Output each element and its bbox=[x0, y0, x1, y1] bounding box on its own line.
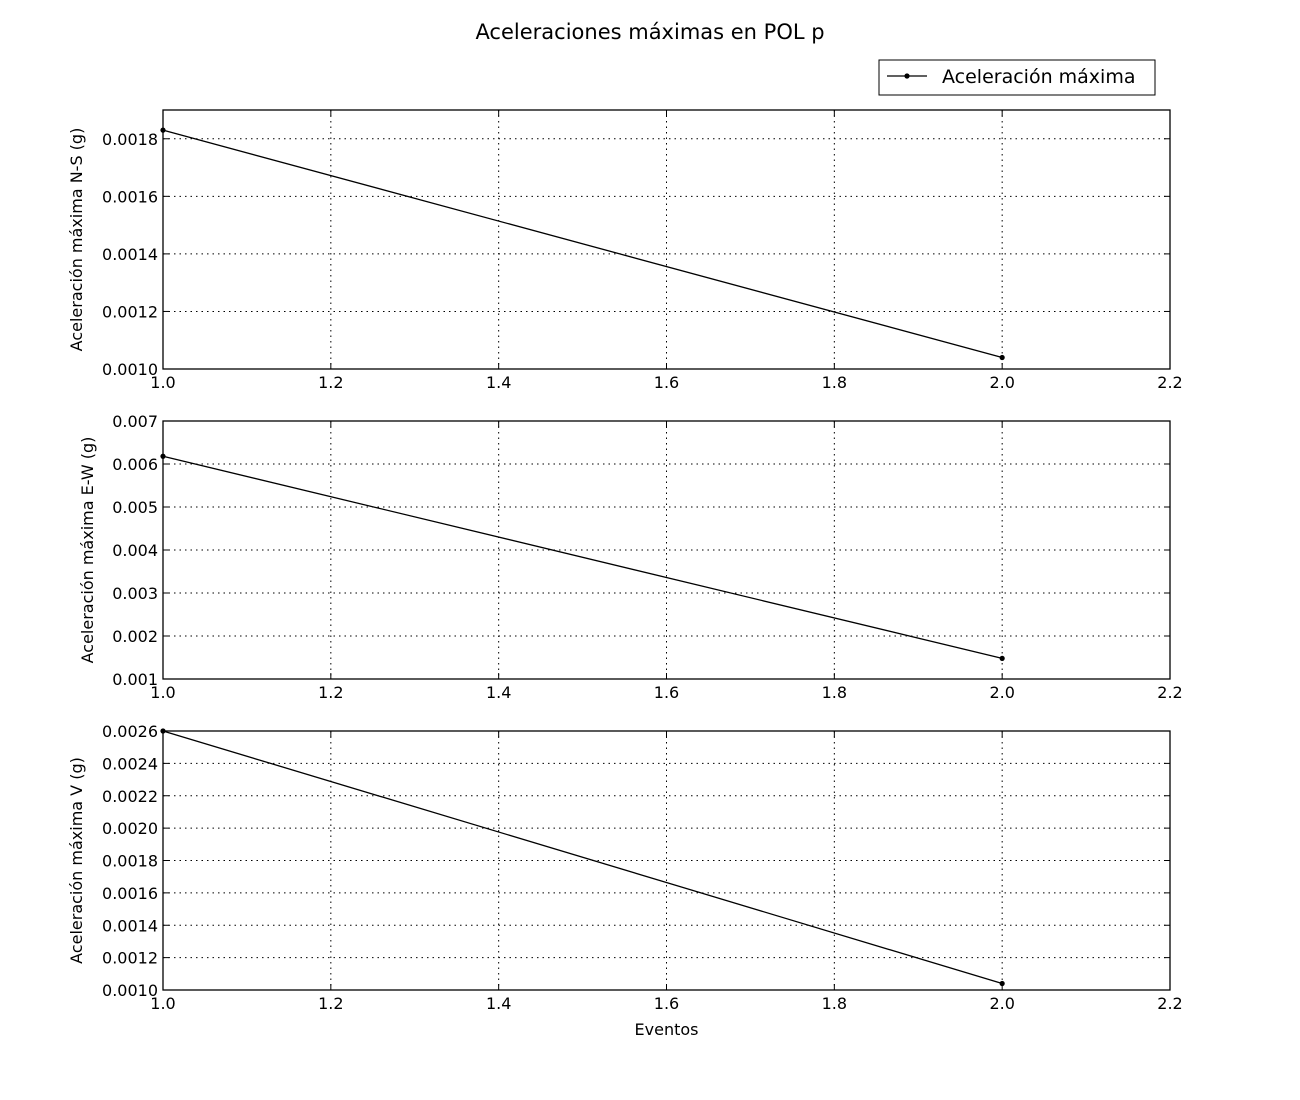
ns-ytick-label: 0.0018 bbox=[102, 130, 158, 149]
ns-xtick-label: 1.6 bbox=[654, 373, 679, 392]
ns-xtick-label: 1.8 bbox=[822, 373, 847, 392]
ew-ytick-label: 0.005 bbox=[112, 498, 158, 517]
v-xtick-label: 1.2 bbox=[318, 994, 343, 1013]
ew-xtick-label: 1.8 bbox=[822, 683, 847, 702]
ns-ytick-label: 0.0010 bbox=[102, 360, 158, 379]
ew-series-line bbox=[162, 455, 1003, 659]
ew-ytick-label: 0.006 bbox=[112, 455, 158, 474]
ew-ytick-label: 0.002 bbox=[112, 627, 158, 646]
v-ytick-label: 0.0014 bbox=[102, 916, 158, 935]
panel-v: 1.0 1.2 1.4 1.6 1.8 2.0 2.2 0.0010 0.0012 0.0014 0… bbox=[67, 722, 1183, 1039]
v-ytick-label: 0.0020 bbox=[102, 819, 158, 838]
ew-xtick-label: 2.0 bbox=[989, 683, 1014, 702]
ns-data-point bbox=[999, 354, 1005, 361]
panel-ew: 1.0 1.2 1.4 1.6 1.8 2.0 2.2 0.001 0.002 0.003 0.00… bbox=[78, 412, 1183, 702]
ew-ytick-label: 0.003 bbox=[112, 584, 158, 603]
v-xtick-label: 1.8 bbox=[822, 994, 847, 1013]
ew-data-point bbox=[160, 453, 166, 459]
ew-xtick-label: 1.0 bbox=[150, 683, 175, 702]
ns-xtick-label: 2.0 bbox=[989, 373, 1014, 392]
ew-data-point bbox=[999, 655, 1005, 661]
panel-ns: 1.0 1.2 1.4 1.6 1.8 2.0 2.2 0.0010 0.0012 0.0014 0… bbox=[67, 109, 1183, 392]
ns-ylabel: Aceleración máxima N-S (g) bbox=[67, 128, 86, 352]
v-xtick-label: 2.2 bbox=[1157, 994, 1182, 1013]
v-ytick-label: 0.0024 bbox=[102, 754, 158, 773]
v-ytick-label: 0.0018 bbox=[102, 852, 158, 871]
figure-title: Aceleraciones máximas en POL p bbox=[475, 20, 824, 44]
ns-xtick-label: 1.4 bbox=[486, 373, 511, 392]
v-xlabel: Eventos bbox=[635, 1020, 699, 1039]
ew-xtick-label: 2.2 bbox=[1157, 683, 1182, 702]
ns-xtick-label: 1.2 bbox=[318, 373, 343, 392]
v-xtick-label: 1.4 bbox=[486, 994, 511, 1013]
ns-ytick-label: 0.0012 bbox=[102, 302, 158, 321]
v-xtick-label: 2.0 bbox=[989, 994, 1014, 1013]
ew-plot-frame bbox=[162, 420, 1171, 680]
v-data-point bbox=[160, 728, 166, 734]
ns-series-line bbox=[162, 129, 1003, 359]
v-xtick-label: 1.6 bbox=[654, 994, 679, 1013]
ew-xtick-label: 1.4 bbox=[486, 683, 511, 702]
v-ytick-label: 0.0016 bbox=[102, 884, 158, 903]
v-ytick-label: 0.0026 bbox=[102, 722, 158, 741]
ew-ylabel: Aceleración máxima E-W (g) bbox=[78, 437, 97, 664]
v-data-point bbox=[999, 980, 1005, 987]
v-series-line bbox=[162, 730, 1003, 985]
legend: Aceleración máxima bbox=[878, 59, 1156, 96]
v-ytick-label: 0.0010 bbox=[102, 981, 158, 1000]
v-ytick-label: 0.0022 bbox=[102, 787, 158, 806]
ns-ytick-label: 0.0016 bbox=[102, 187, 158, 206]
v-xtick-label: 1.0 bbox=[150, 994, 175, 1013]
legend-box bbox=[878, 59, 1156, 96]
legend-label: Aceleración máxima bbox=[942, 66, 1135, 88]
ns-plot-frame bbox=[162, 109, 1171, 370]
v-plot-frame bbox=[162, 730, 1171, 991]
ew-ytick-label: 0.004 bbox=[112, 541, 158, 560]
ew-xtick-label: 1.2 bbox=[318, 683, 343, 702]
ew-xtick-label: 1.6 bbox=[654, 683, 679, 702]
legend-marker-swatch bbox=[904, 73, 910, 79]
ew-ytick-label: 0.007 bbox=[112, 412, 158, 431]
ns-data-point bbox=[160, 127, 166, 133]
v-ytick-label: 0.0012 bbox=[102, 949, 158, 968]
ns-xtick-label: 1.0 bbox=[150, 373, 175, 392]
ns-xtick-label: 2.2 bbox=[1157, 373, 1182, 392]
ns-ytick-label: 0.0014 bbox=[102, 245, 158, 264]
v-ylabel: Aceleración máxima V (g) bbox=[67, 757, 86, 964]
ew-ytick-label: 0.001 bbox=[112, 670, 158, 689]
